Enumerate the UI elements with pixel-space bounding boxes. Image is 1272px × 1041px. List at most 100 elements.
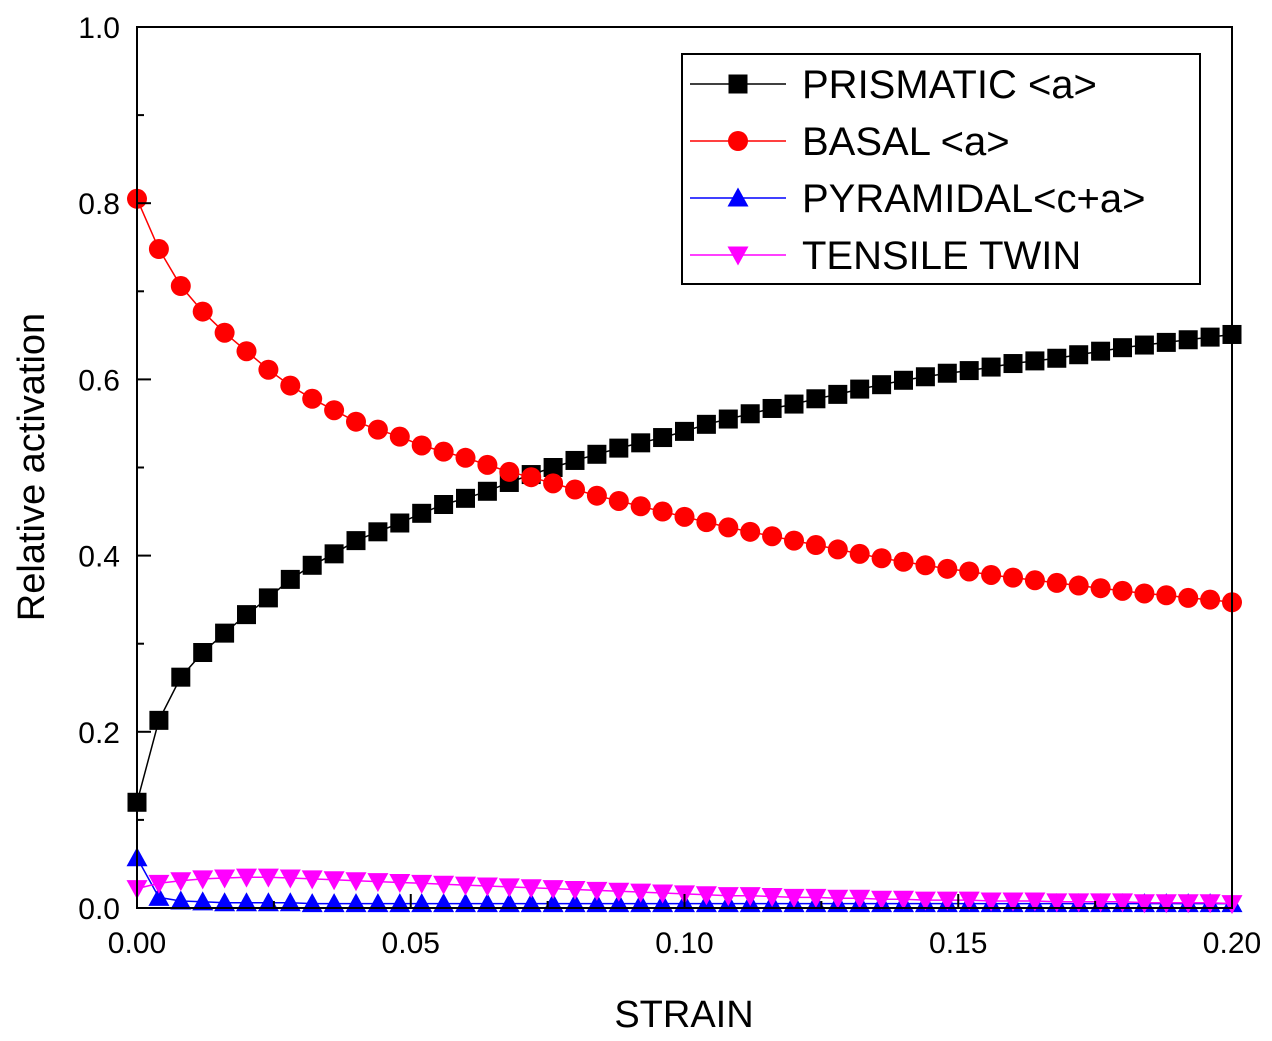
data-point bbox=[301, 870, 323, 890]
data-point bbox=[805, 535, 826, 556]
data-point bbox=[565, 450, 585, 470]
data-point bbox=[192, 301, 213, 322]
data-point bbox=[280, 569, 300, 589]
data-point bbox=[675, 421, 694, 441]
legend-entry-3: PYRAMIDAL<c+a> bbox=[690, 177, 1146, 221]
data-point bbox=[192, 870, 214, 890]
data-point bbox=[520, 879, 542, 899]
data-point bbox=[871, 548, 892, 569]
data-point bbox=[1113, 338, 1132, 358]
data-point bbox=[170, 276, 191, 297]
series-line bbox=[136, 333, 1233, 803]
data-point bbox=[323, 871, 345, 891]
data-point bbox=[1155, 894, 1177, 914]
y-tick-label: 0.0 bbox=[78, 893, 120, 926]
y-axis-title: Relative activation bbox=[11, 313, 53, 621]
data-point bbox=[390, 513, 410, 533]
data-point bbox=[477, 454, 498, 475]
data-point bbox=[302, 388, 323, 409]
data-point bbox=[455, 876, 476, 896]
data-point bbox=[543, 473, 564, 494]
data-point bbox=[696, 512, 717, 533]
data-point bbox=[389, 893, 411, 913]
data-point bbox=[783, 888, 805, 908]
legend: PRISMATIC <a> BASAL <a> PYRAMIDAL<c+a> TENS… bbox=[681, 53, 1201, 285]
data-point bbox=[434, 495, 454, 515]
data-point bbox=[718, 409, 738, 429]
data-point bbox=[828, 384, 848, 404]
legend-marker bbox=[728, 74, 748, 94]
data-point bbox=[148, 239, 169, 260]
x-tick-label: 0.10 bbox=[655, 927, 713, 960]
y-tick-label: 0.8 bbox=[78, 188, 120, 221]
x-tick-label: 0.15 bbox=[929, 927, 987, 960]
data-point bbox=[1090, 578, 1111, 599]
data-point bbox=[433, 893, 455, 913]
data-point bbox=[652, 501, 673, 522]
data-point bbox=[1047, 348, 1067, 368]
data-point bbox=[762, 526, 783, 547]
data-point bbox=[367, 893, 389, 913]
data-point bbox=[258, 359, 279, 380]
data-point bbox=[171, 667, 191, 687]
data-point bbox=[279, 869, 301, 889]
data-point bbox=[368, 522, 388, 542]
legend-marker bbox=[727, 187, 749, 207]
data-point bbox=[455, 447, 476, 468]
data-point bbox=[257, 868, 279, 888]
data-point bbox=[236, 868, 257, 888]
data-point bbox=[674, 506, 695, 527]
data-point bbox=[433, 875, 455, 895]
data-point bbox=[258, 588, 278, 608]
data-point bbox=[498, 878, 520, 898]
data-point bbox=[324, 400, 345, 421]
data-point bbox=[412, 503, 432, 523]
data-point bbox=[1199, 894, 1221, 914]
data-point bbox=[345, 872, 367, 892]
data-point bbox=[1134, 583, 1155, 604]
data-point bbox=[739, 887, 761, 907]
data-point bbox=[893, 551, 914, 572]
data-point bbox=[893, 890, 914, 910]
data-point bbox=[1178, 330, 1198, 350]
data-point bbox=[630, 496, 651, 517]
legend-marker bbox=[727, 246, 749, 266]
data-point bbox=[631, 433, 651, 453]
data-point bbox=[148, 874, 170, 894]
data-point bbox=[981, 357, 1001, 377]
data-point bbox=[433, 441, 454, 462]
legend-label: BASAL <a> bbox=[802, 120, 1010, 164]
data-point bbox=[915, 367, 935, 387]
legend-entry-2: BASAL <a> bbox=[690, 120, 1010, 164]
data-point bbox=[214, 892, 236, 912]
data-point bbox=[456, 488, 475, 508]
data-point bbox=[937, 558, 958, 579]
data-point bbox=[280, 375, 301, 396]
data-point bbox=[389, 426, 410, 447]
x-tick-label: 0.00 bbox=[108, 927, 166, 960]
data-point bbox=[827, 889, 849, 909]
data-point bbox=[476, 877, 498, 897]
data-point bbox=[980, 892, 1002, 912]
series-2 bbox=[127, 188, 1242, 613]
legend-box bbox=[681, 53, 1201, 285]
data-point bbox=[1133, 894, 1155, 914]
data-point bbox=[1091, 341, 1111, 361]
legend-entry-1: PRISMATIC <a> bbox=[690, 63, 1097, 107]
data-point bbox=[1003, 567, 1023, 588]
data-point bbox=[586, 881, 608, 901]
data-point bbox=[565, 479, 585, 500]
data-point bbox=[1068, 575, 1089, 596]
data-point bbox=[1024, 570, 1045, 591]
data-point bbox=[214, 869, 236, 889]
legend-label: PRISMATIC <a> bbox=[802, 63, 1097, 107]
data-point bbox=[1177, 894, 1199, 914]
data-point bbox=[959, 561, 980, 582]
data-point bbox=[170, 872, 192, 892]
data-point bbox=[608, 490, 629, 511]
data-point bbox=[652, 884, 674, 904]
legend-label: TENSILE TWIN bbox=[802, 234, 1081, 278]
data-point bbox=[367, 873, 389, 893]
x-axis-title: STRAIN bbox=[614, 994, 753, 1036]
data-point bbox=[740, 404, 760, 424]
